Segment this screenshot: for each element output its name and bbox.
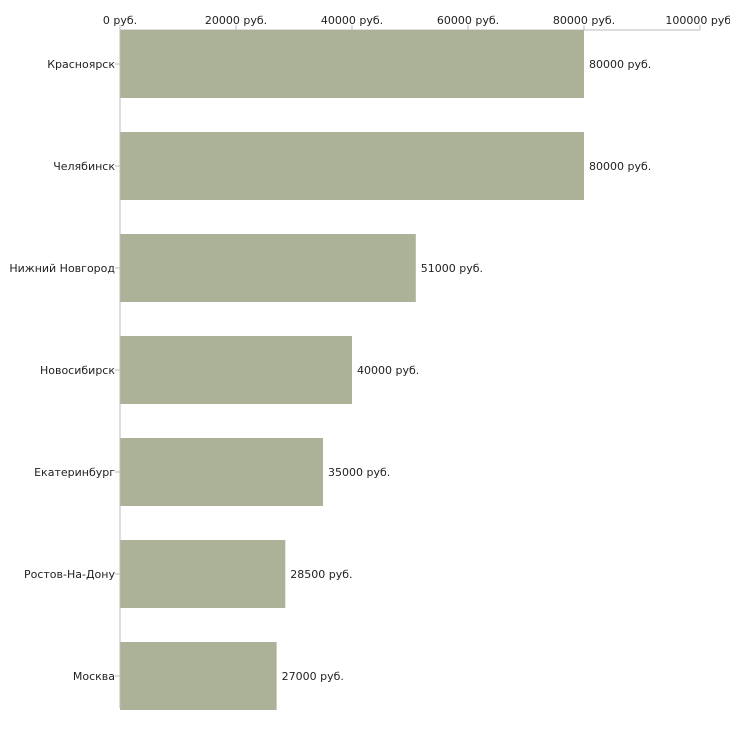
bar-value-label: 80000 руб. — [589, 160, 651, 173]
category-label: Екатеринбург — [34, 466, 115, 479]
bar — [120, 30, 584, 98]
x-tick-label: 0 руб. — [103, 14, 137, 27]
x-tick-label: 80000 руб. — [553, 14, 615, 27]
bar — [120, 132, 584, 200]
x-axis: 0 руб. 20000 руб. 40000 руб. 60000 руб. 8000… — [103, 14, 730, 31]
category-label: Новосибирск — [40, 364, 115, 377]
bar — [120, 336, 352, 404]
bar-value-label: 35000 руб. — [328, 466, 390, 479]
bar-value-label: 28500 руб. — [290, 568, 352, 581]
bar-value-label: 27000 руб. — [282, 670, 344, 683]
x-tick-label: 40000 руб. — [321, 14, 383, 27]
category-label: Красноярск — [47, 58, 115, 71]
category-label: Ростов-На-Дону — [24, 568, 115, 581]
x-tick-label: 100000 руб. — [665, 14, 730, 27]
bar — [120, 642, 277, 710]
bar-value-label: 51000 руб. — [421, 262, 483, 275]
category-label: Нижний Новгород — [9, 262, 115, 275]
bar — [120, 234, 416, 302]
bar-value-label: 80000 руб. — [589, 58, 651, 71]
bar — [120, 540, 286, 608]
bar-value-label: 40000 руб. — [357, 364, 419, 377]
category-labels: Красноярск Челябинск Нижний Новгород Новоси… — [9, 58, 120, 683]
x-tick-label: 60000 руб. — [437, 14, 499, 27]
category-label: Москва — [73, 670, 115, 683]
bar — [120, 438, 323, 506]
bars: 80000 руб. 80000 руб. 51000 руб. 40000 руб.… — [120, 30, 651, 710]
x-tick-label: 20000 руб. — [205, 14, 267, 27]
category-label: Челябинск — [53, 160, 115, 173]
